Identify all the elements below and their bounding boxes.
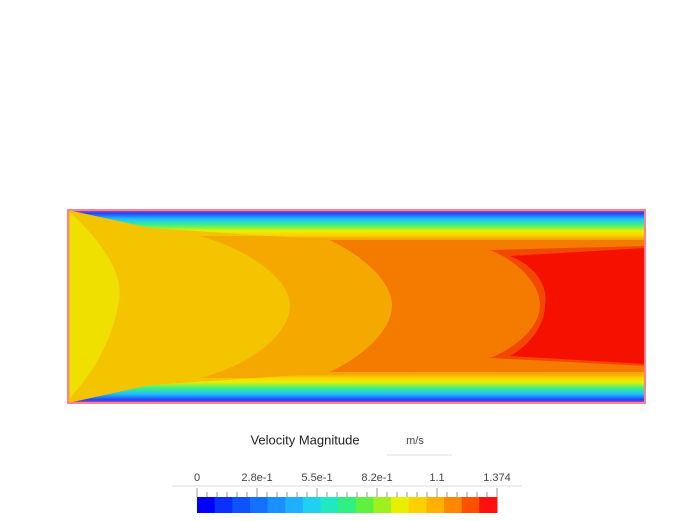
color-swatch: [426, 497, 445, 513]
tick-label: 2.8e-1: [241, 472, 272, 484]
color-swatch: [373, 497, 392, 513]
domain-border: [67, 209, 646, 404]
legend-unit: m/s: [406, 435, 424, 447]
color-swatch: [479, 497, 498, 513]
color-swatch: [444, 497, 463, 513]
tick-label: 0: [194, 472, 200, 484]
contour-band: [70, 212, 120, 398]
color-swatch: [267, 497, 286, 513]
color-swatch: [285, 497, 304, 513]
tick-label: 5.5e-1: [301, 472, 332, 484]
legend-title: Velocity Magnitude: [250, 432, 359, 447]
tick-label: 1.374: [483, 472, 511, 484]
color-swatch: [214, 497, 233, 513]
color-swatch: [249, 497, 269, 513]
color-swatch: [197, 497, 216, 513]
color-swatch: [320, 497, 339, 513]
tick-label: 8.2e-1: [361, 472, 392, 484]
color-swatch: [391, 497, 410, 513]
color-swatch: [408, 497, 427, 513]
wall-layer: [68, 210, 645, 240]
color-swatch: [338, 497, 357, 513]
contour-plot: [67, 209, 646, 404]
wall-layer: [68, 373, 645, 403]
contour-band: [510, 248, 645, 364]
color-swatch: [302, 497, 322, 513]
tick-label: 1.1: [429, 472, 444, 484]
color-swatch: [232, 497, 251, 513]
legend: Velocity Magnitude m/s 0 2.8e-1 5.5e-1 8.2e…: [172, 432, 522, 513]
color-swatch: [461, 497, 480, 513]
color-swatch: [355, 497, 374, 513]
